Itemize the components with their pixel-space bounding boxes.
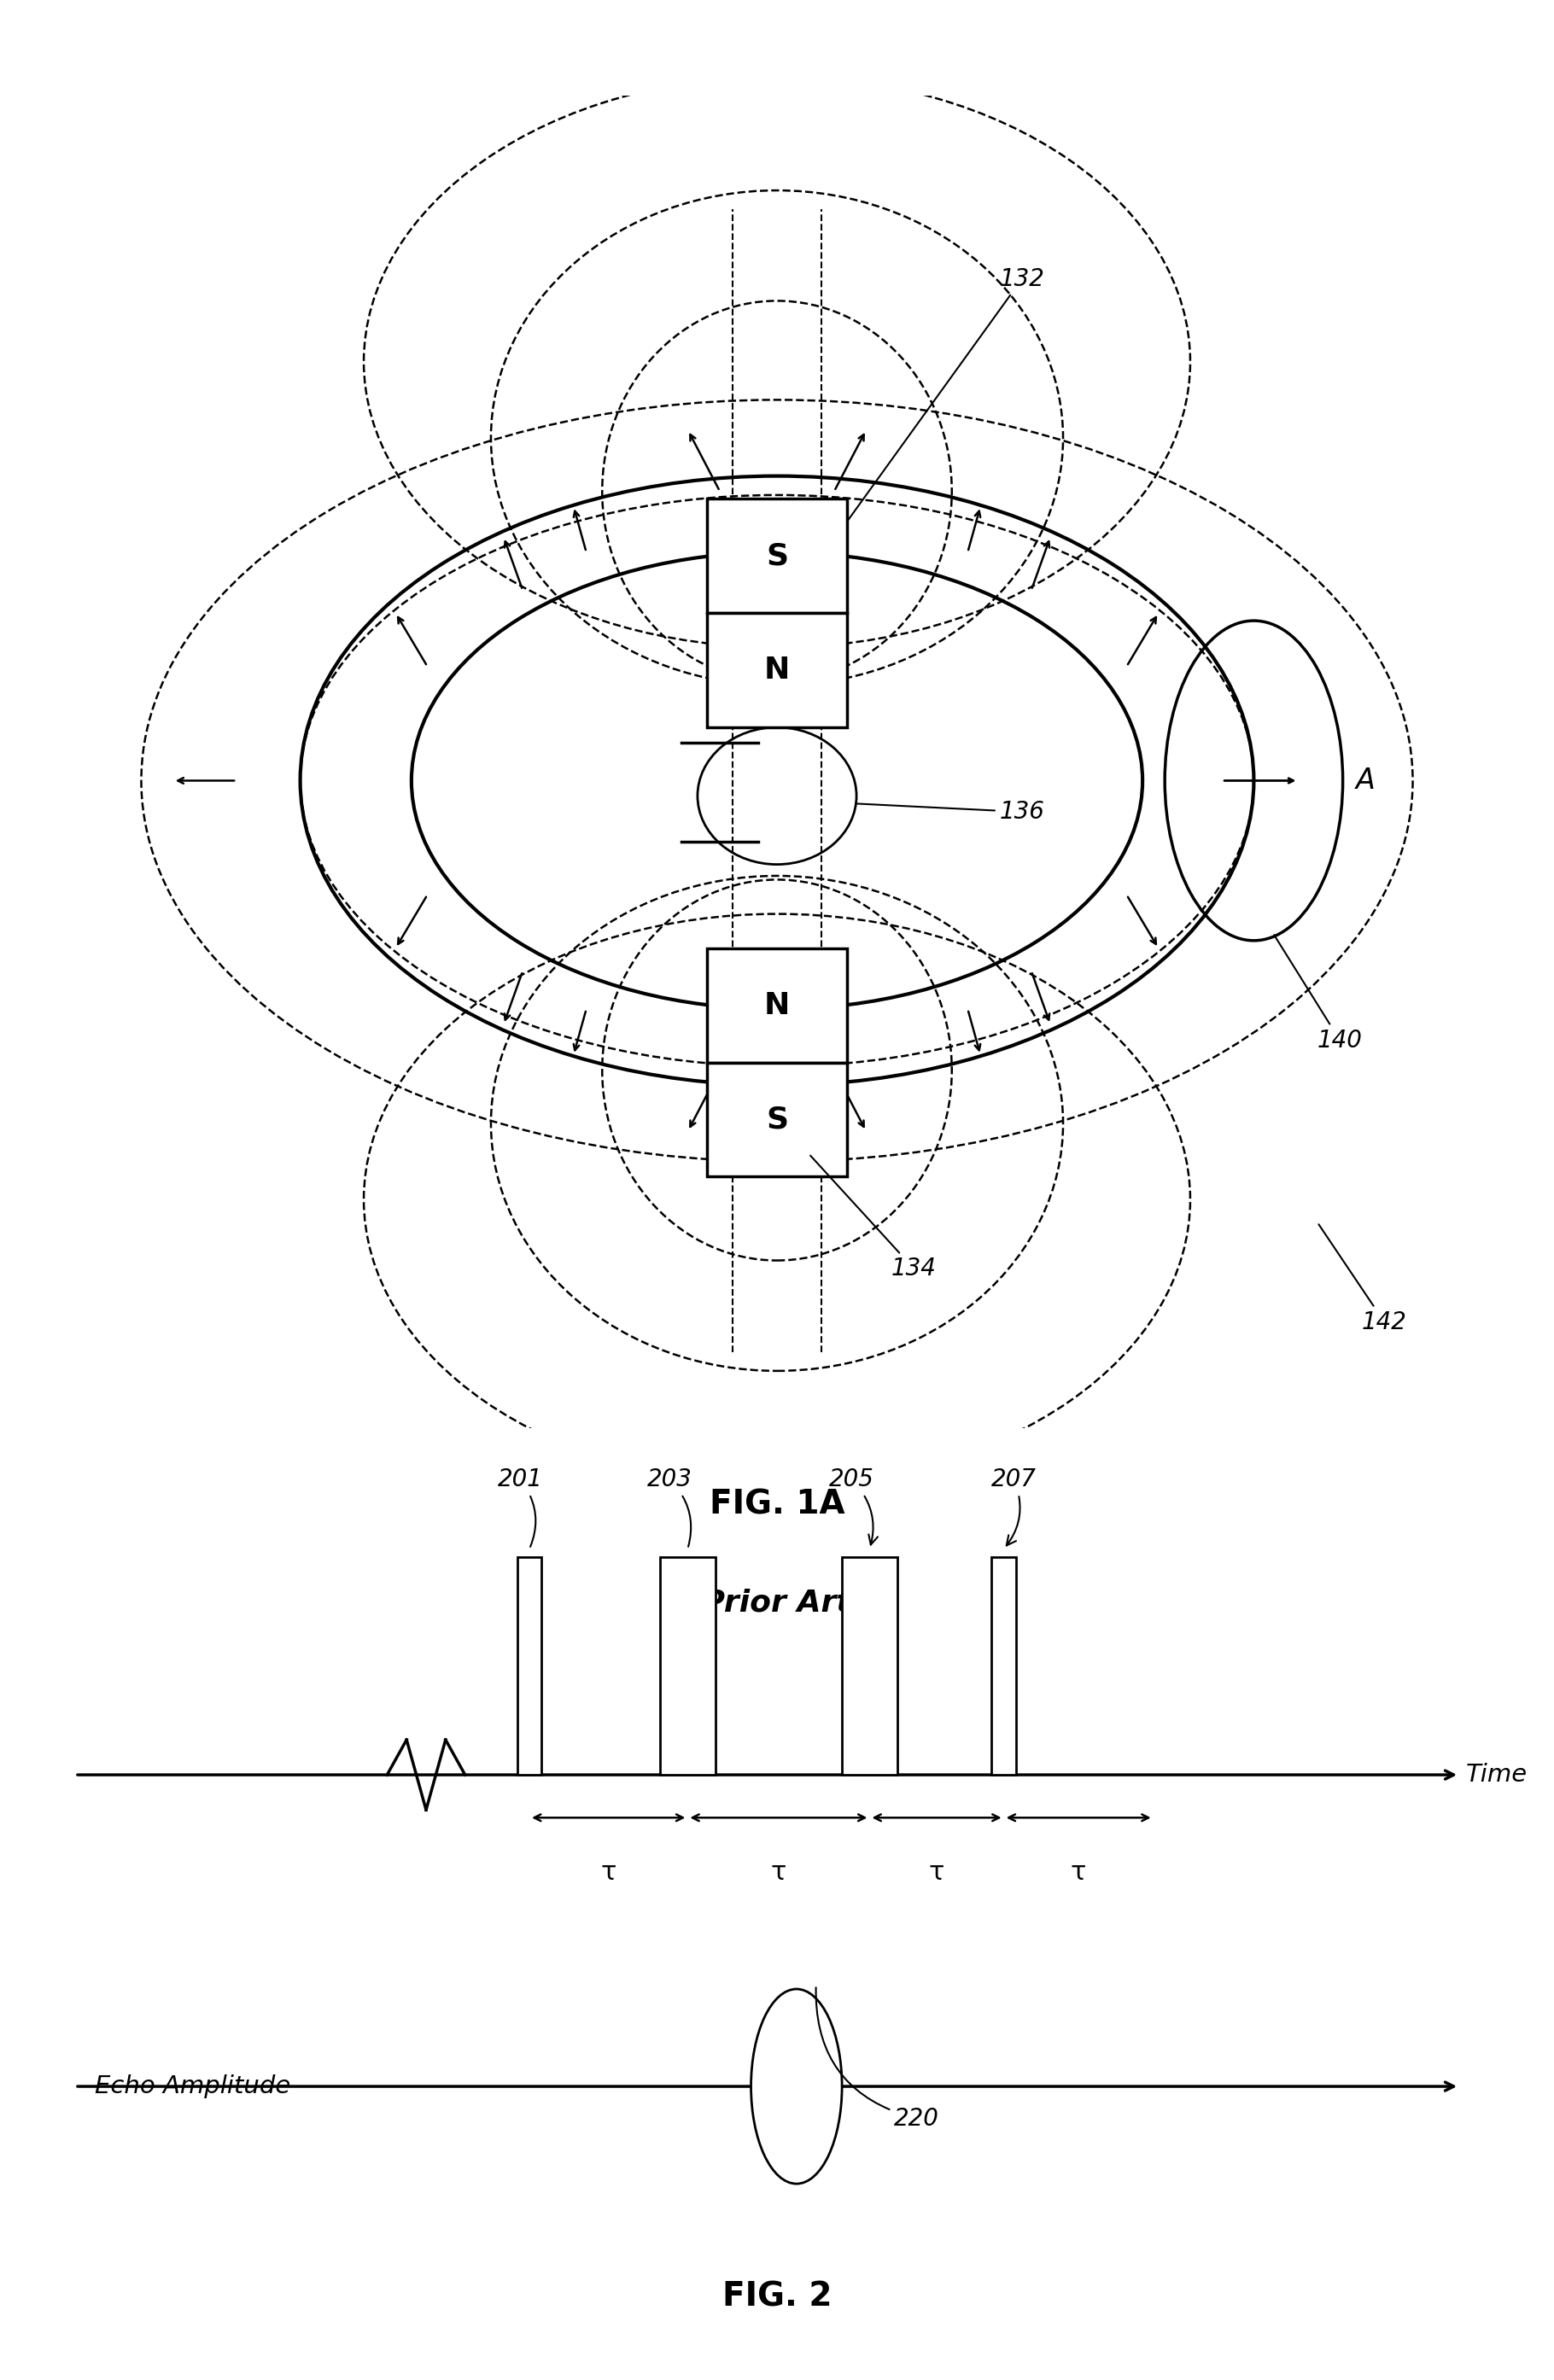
Text: 201: 201 — [497, 1468, 542, 1547]
Bar — [842, 1557, 897, 1775]
Text: 136: 136 — [856, 800, 1044, 823]
Text: τ: τ — [601, 1861, 617, 1885]
Text: 132: 132 — [848, 267, 1044, 519]
Text: S: S — [766, 1104, 788, 1133]
Bar — [707, 614, 847, 728]
Bar — [707, 500, 847, 614]
Text: 142: 142 — [1319, 1223, 1406, 1335]
Text: 140: 140 — [1274, 935, 1363, 1052]
Bar — [660, 1557, 715, 1775]
Text: 203: 203 — [646, 1468, 692, 1547]
Ellipse shape — [751, 1990, 842, 2185]
Text: N: N — [765, 657, 789, 685]
Text: S: S — [766, 543, 788, 571]
Text: Time: Time — [1465, 1764, 1528, 1787]
Text: Echo Amplitude: Echo Amplitude — [95, 2075, 291, 2099]
Text: τ: τ — [1071, 1861, 1086, 1885]
Bar — [707, 947, 847, 1061]
Text: 207: 207 — [991, 1468, 1037, 1545]
Text: 220: 220 — [816, 1987, 939, 2130]
Bar — [707, 1061, 847, 1176]
Text: FIG. 1A: FIG. 1A — [709, 1488, 845, 1521]
Text: 134: 134 — [810, 1157, 937, 1280]
Bar — [991, 1557, 1016, 1775]
Bar — [517, 1557, 542, 1775]
Text: 205: 205 — [828, 1468, 878, 1545]
Text: FIG. 2: FIG. 2 — [723, 2280, 831, 2313]
Text: N: N — [765, 990, 789, 1019]
Text: τ: τ — [929, 1861, 945, 1885]
Text: A: A — [1355, 766, 1375, 795]
Text: (Prior Art): (Prior Art) — [688, 1590, 866, 1618]
Text: τ: τ — [771, 1861, 786, 1885]
